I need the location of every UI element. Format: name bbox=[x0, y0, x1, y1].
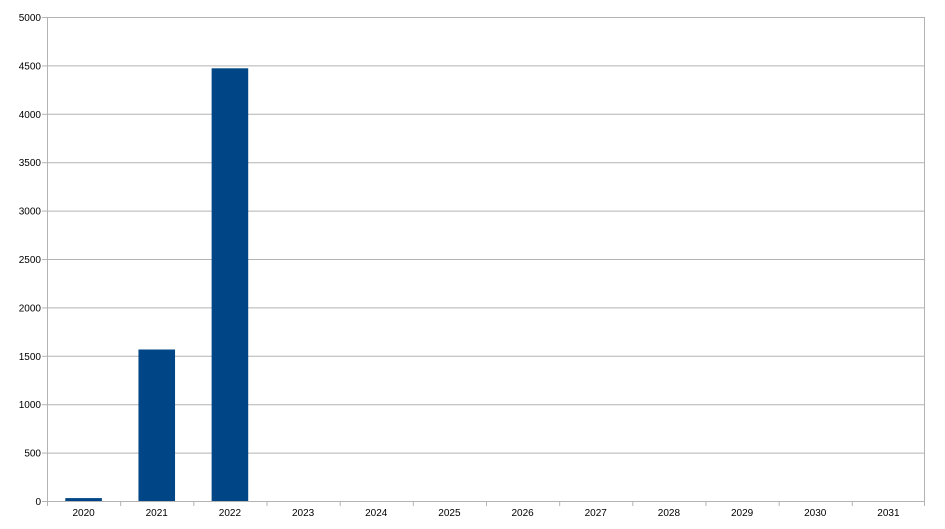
y-tick-label: 2500 bbox=[19, 255, 42, 266]
x-tick-label: 2024 bbox=[365, 508, 388, 519]
y-tick-label: 1500 bbox=[19, 352, 42, 363]
x-tick-label: 2020 bbox=[72, 508, 95, 519]
y-tick-label: 0 bbox=[35, 497, 41, 508]
gridlines bbox=[47, 17, 925, 502]
y-tick-label: 5000 bbox=[19, 13, 42, 24]
axes bbox=[42, 17, 925, 506]
bar-2022 bbox=[211, 68, 249, 501]
x-tick-label: 2026 bbox=[511, 508, 534, 519]
x-tick-label: 2031 bbox=[877, 508, 900, 519]
bar-2020 bbox=[65, 498, 102, 501]
y-tick-label: 4000 bbox=[19, 110, 42, 121]
x-tick-label: 2025 bbox=[438, 508, 461, 519]
x-tick-label: 2030 bbox=[804, 508, 827, 519]
x-tick-label: 2027 bbox=[585, 508, 608, 519]
x-tick-label: 2022 bbox=[219, 508, 242, 519]
y-tick-label: 500 bbox=[24, 449, 41, 460]
x-tick-labels: 2020 2021 2022 2023 2024 2025 2026 2027 2028 2029… bbox=[72, 508, 900, 519]
x-tick-label: 2028 bbox=[658, 508, 681, 519]
bar-2021 bbox=[138, 349, 176, 501]
y-tick-label: 3000 bbox=[19, 207, 42, 218]
y-tick-labels: 0 500 1000 1500 2000 2500 3000 3500 4000 4500 5000 bbox=[19, 13, 42, 508]
y-tick-label: 3500 bbox=[19, 158, 42, 169]
x-tick-label: 2023 bbox=[292, 508, 315, 519]
x-tick-label: 2021 bbox=[146, 508, 169, 519]
y-tick-label: 1000 bbox=[19, 400, 42, 411]
y-tick-label: 2000 bbox=[19, 303, 42, 314]
bars bbox=[65, 68, 249, 501]
y-tick-label: 4500 bbox=[19, 61, 42, 72]
x-tick-label: 2029 bbox=[731, 508, 754, 519]
